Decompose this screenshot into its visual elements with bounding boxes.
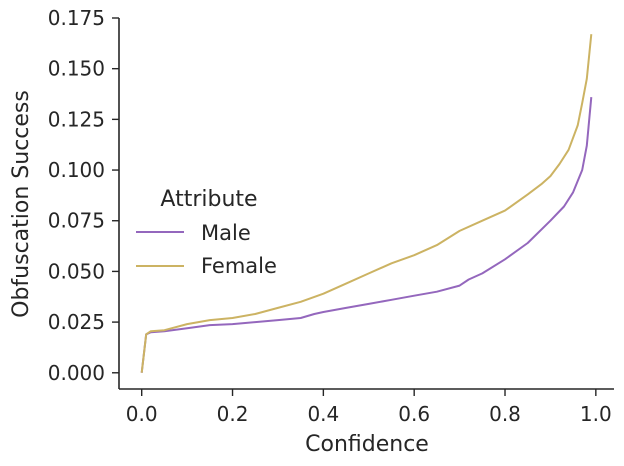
y-tick-label: 0.050	[48, 259, 105, 283]
series-line-female	[140, 34, 593, 373]
y-tick-label: 0.075	[48, 209, 105, 233]
x-tick-label: 0.6	[398, 402, 430, 426]
x-tick-label: 0.2	[217, 402, 249, 426]
legend-title: Attribute	[160, 187, 257, 212]
legend-label-female: Female	[201, 254, 277, 278]
series-layer	[140, 34, 593, 373]
y-tick-label: 0.100	[48, 158, 105, 182]
axes: 0.0 0.2 0.4 0.6 0.8 1.0 0.0000.0250.0500.0750…	[48, 6, 614, 426]
y-tick-label: 0.125	[48, 107, 105, 131]
y-tick-label: 0.025	[48, 310, 105, 334]
x-tick-label: 1.0	[580, 402, 612, 426]
y-tick-label: 0.150	[48, 57, 105, 81]
y-axis-label: Obfuscation Success	[9, 90, 34, 318]
legend: Attribute Male Female	[136, 187, 277, 278]
y-ticks: 0.000 0.025 0.050 0.075 0.100 0.125 0.150 0.175	[48, 6, 119, 385]
x-tick-label: 0.0	[126, 402, 158, 426]
x-tick-label: 0.8	[489, 402, 521, 426]
y-tick-label: 0.175	[48, 6, 105, 30]
x-tick-label: 0.4	[307, 402, 339, 426]
x-ticks: 0.0 0.2 0.4 0.6 0.8 1.0	[126, 389, 612, 426]
x-axis-label: Confidence	[305, 432, 429, 457]
y-tick-label: 0.000	[48, 361, 105, 385]
series-line-male	[140, 97, 593, 373]
legend-label-male: Male	[201, 221, 251, 245]
